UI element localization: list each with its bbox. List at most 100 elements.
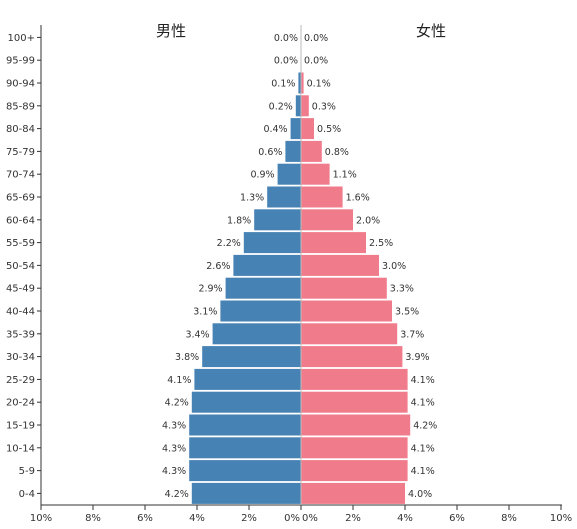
bar-female-35-39: [301, 323, 398, 345]
x-tick-label-8: 4%: [397, 513, 413, 524]
bar-male-30-34: [202, 346, 301, 368]
y-tick-label-65-69: 65-69: [6, 193, 35, 204]
y-tick-label-25-29: 25-29: [6, 375, 35, 386]
bar-female-65-69: [301, 186, 343, 208]
y-tick-label-75-79: 75-79: [6, 147, 35, 158]
bar-male-5-9: [189, 460, 301, 482]
x-tick-label-3: 4%: [189, 513, 205, 524]
x-tick-label-6: 0%: [302, 513, 318, 524]
value-label-male-90-94: 0.1%: [271, 79, 295, 90]
bar-female-75-79: [301, 140, 322, 162]
value-label-female-100+: 0.0%: [304, 33, 328, 44]
x-tick-label-7: 2%: [345, 513, 361, 524]
value-label-male-55-59: 2.2%: [217, 238, 241, 249]
value-label-male-15-19: 4.3%: [162, 421, 186, 432]
value-label-male-30-34: 3.8%: [175, 352, 199, 363]
value-label-male-20-24: 4.2%: [165, 398, 189, 409]
value-label-female-80-84: 0.5%: [317, 124, 341, 135]
bar-male-35-39: [212, 323, 301, 345]
x-tick-label-1: 8%: [85, 513, 101, 524]
value-label-female-65-69: 1.6%: [346, 193, 370, 204]
value-label-male-75-79: 0.6%: [258, 147, 282, 158]
value-label-male-40-44: 3.1%: [193, 307, 217, 318]
x-tick-label-9: 6%: [449, 513, 465, 524]
y-tick-label-10-14: 10-14: [6, 443, 35, 454]
x-tick-label-5: 0%: [284, 513, 300, 524]
bar-male-0-4: [191, 482, 301, 504]
value-label-male-0-4: 4.2%: [165, 489, 189, 500]
value-label-female-45-49: 3.3%: [390, 284, 414, 295]
x-tick-label-2: 6%: [137, 513, 153, 524]
male-title: 男性: [156, 22, 186, 40]
value-label-male-25-29: 4.1%: [167, 375, 191, 386]
value-label-female-40-44: 3.5%: [395, 307, 419, 318]
y-axis: 100+ 95-99 90-94 85-89 80-84 75-79 70-74 65-69 6…: [6, 25, 42, 505]
bar-female-15-19: [301, 414, 411, 436]
female-title: 女性: [416, 22, 446, 40]
bar-female-10-14: [301, 437, 408, 459]
bar-female-40-44: [301, 300, 392, 322]
y-tick-label-45-49: 45-49: [6, 284, 35, 295]
y-tick-label-30-34: 30-34: [6, 352, 35, 363]
x-tick-label-10: 8%: [501, 513, 517, 524]
bar-female-20-24: [301, 391, 408, 413]
bar-female-70-74: [301, 163, 330, 185]
y-tick-label-0-4: 0-4: [19, 489, 35, 500]
y-tick-label-55-59: 55-59: [6, 238, 35, 249]
value-label-male-85-89: 0.2%: [269, 101, 293, 112]
value-label-female-55-59: 2.5%: [369, 238, 393, 249]
y-tick-label-85-89: 85-89: [6, 101, 35, 112]
value-label-male-50-54: 2.6%: [206, 261, 230, 272]
x-tick-label-0: 10%: [30, 513, 52, 524]
bar-male-10-14: [189, 437, 301, 459]
bar-female-25-29: [301, 368, 408, 390]
y-tick-label-60-64: 60-64: [6, 215, 35, 226]
y-tick-label-50-54: 50-54: [6, 261, 35, 272]
bar-female-85-89: [301, 95, 309, 117]
bar-female-45-49: [301, 277, 387, 299]
y-tick-label-5-9: 5-9: [19, 466, 35, 477]
x-axis: 10% 8% 6% 4% 2% 0% 0% 2% 4% 6% 8% 10%: [30, 504, 572, 524]
value-label-female-20-24: 4.1%: [411, 398, 435, 409]
y-tick-label-70-74: 70-74: [6, 170, 35, 181]
x-tick-label-4: 2%: [241, 513, 257, 524]
value-label-female-85-89: 0.3%: [312, 101, 336, 112]
value-label-female-5-9: 4.1%: [411, 466, 435, 477]
y-tick-label-20-24: 20-24: [6, 398, 35, 409]
bar-female-0-4: [301, 482, 405, 504]
bar-male-90-94: [298, 72, 301, 94]
value-label-male-45-49: 2.9%: [198, 284, 222, 295]
bar-male-70-74: [277, 163, 301, 185]
value-label-female-0-4: 4.0%: [408, 489, 432, 500]
value-label-male-5-9: 4.3%: [162, 466, 186, 477]
value-label-female-60-64: 2.0%: [356, 215, 380, 226]
bar-female-55-59: [301, 232, 366, 254]
y-tick-label-35-39: 35-39: [6, 329, 35, 340]
bar-male-65-69: [267, 186, 301, 208]
bar-male-60-64: [254, 209, 301, 231]
x-tick-label-11: 10%: [550, 513, 572, 524]
bar-male-20-24: [191, 391, 301, 413]
value-label-female-35-39: 3.7%: [400, 329, 424, 340]
value-label-male-65-69: 1.3%: [240, 193, 264, 204]
value-label-female-25-29: 4.1%: [411, 375, 435, 386]
bar-female-5-9: [301, 460, 408, 482]
value-label-male-35-39: 3.4%: [185, 329, 209, 340]
bar-female-50-54: [301, 254, 379, 276]
y-tick-label-95-99: 95-99: [6, 56, 35, 67]
value-label-male-60-64: 1.8%: [227, 215, 251, 226]
value-label-male-95-99: 0.0%: [274, 56, 298, 67]
y-tick-label-15-19: 15-19: [6, 421, 35, 432]
bar-female-60-64: [301, 209, 353, 231]
bar-male-25-29: [194, 368, 301, 390]
bar-female-30-34: [301, 346, 403, 368]
value-label-female-50-54: 3.0%: [382, 261, 406, 272]
value-label-female-95-99: 0.0%: [304, 56, 328, 67]
bar-male-80-84: [290, 118, 301, 140]
y-tick-label-90-94: 90-94: [6, 79, 35, 90]
y-tick-label-100+: 100+: [8, 33, 35, 44]
bar-male-15-19: [189, 414, 301, 436]
value-label-female-10-14: 4.1%: [411, 443, 435, 454]
value-label-male-10-14: 4.3%: [162, 443, 186, 454]
